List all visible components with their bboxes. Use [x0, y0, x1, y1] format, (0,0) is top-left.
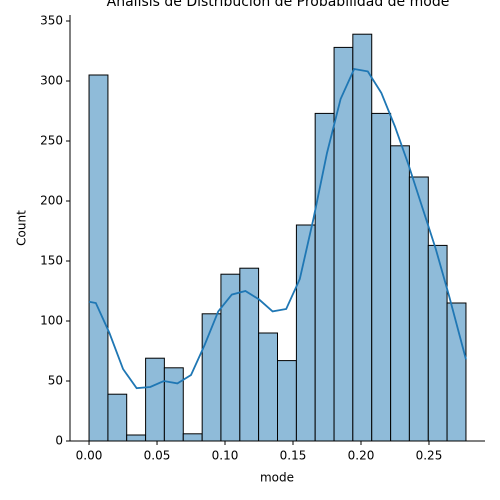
bar [182, 433, 203, 442]
y-tick-label: 200 [40, 194, 63, 208]
x-tick-label: 0.00 [76, 449, 103, 463]
y-axis-label: Count [15, 210, 29, 246]
bar [295, 224, 316, 442]
bar [220, 273, 241, 442]
x-tick-label: 0.15 [280, 449, 307, 463]
bar [145, 357, 165, 442]
bar [126, 434, 147, 442]
kde-line [88, 67, 467, 390]
bar [352, 33, 373, 442]
y-tick-label: 50 [48, 374, 63, 388]
bar [107, 393, 128, 442]
x-tick-label: 0.05 [144, 449, 171, 463]
y-tick-label: 350 [40, 14, 63, 28]
y-tick-label: 0 [55, 434, 63, 448]
bar [371, 112, 392, 442]
x-axis-label: mode [260, 471, 294, 485]
y-tick-label: 100 [40, 314, 63, 328]
bar [88, 74, 109, 442]
y-tick-label: 300 [40, 74, 63, 88]
x-tick-label: 0.20 [348, 449, 375, 463]
bar [163, 367, 184, 442]
y-tick-label: 250 [40, 134, 63, 148]
bar [333, 46, 354, 442]
bar [277, 360, 297, 442]
chart-title: Análisis de Distribución de Probabilidad… [107, 0, 450, 10]
bar [201, 313, 222, 442]
x-tick-label: 0.10 [212, 449, 239, 463]
bar [258, 332, 278, 442]
bar [427, 244, 448, 442]
bar [390, 145, 410, 442]
x-tick-label: 0.25 [416, 449, 443, 463]
y-tick-label: 150 [40, 254, 63, 268]
